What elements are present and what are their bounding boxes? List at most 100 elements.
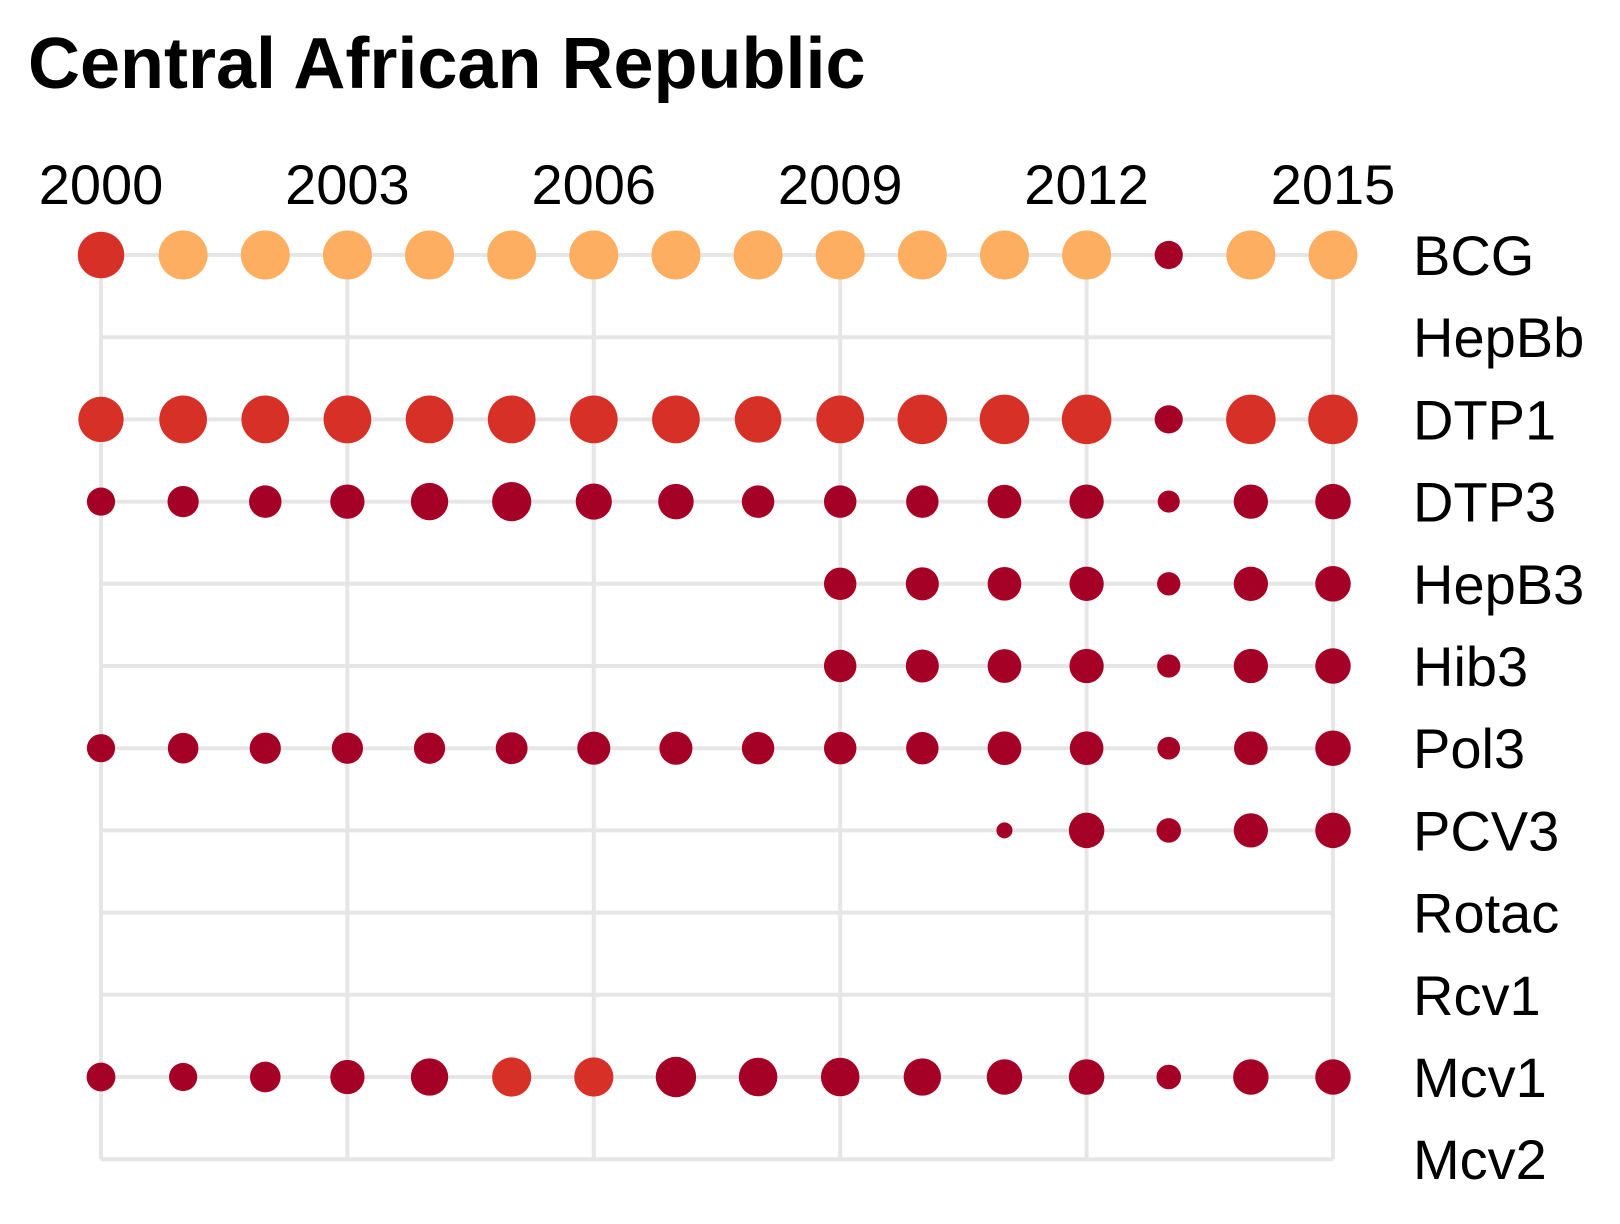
- point-dtp1-2004: [405, 395, 454, 444]
- point-pcv3-2014: [1233, 813, 1269, 848]
- point-pol3-2014: [1234, 731, 1268, 766]
- point-hepb3-2010: [905, 567, 939, 601]
- data-points: [77, 230, 1358, 1098]
- point-pol3-2015: [1315, 730, 1351, 766]
- point-bcg-2005: [487, 230, 537, 280]
- x-tick-label-2003: 2003: [285, 153, 410, 216]
- point-hib3-2013: [1157, 654, 1181, 678]
- point-hepb3-2012: [1069, 566, 1104, 601]
- point-dtp1-2015: [1308, 394, 1358, 445]
- point-dtp3-2007: [658, 483, 694, 520]
- point-mcv1-2015: [1315, 1059, 1351, 1095]
- point-dtp3-2008: [741, 485, 775, 518]
- y-tick-label-dtp3: DTP3: [1413, 471, 1556, 534]
- point-pol3-2010: [906, 731, 939, 765]
- point-dtp3-2006: [575, 483, 612, 520]
- point-hib3-2009: [823, 649, 857, 683]
- point-pcv3-2015: [1315, 812, 1351, 849]
- point-pol3-2000: [86, 734, 116, 763]
- y-tick-label-mcv2: Mcv2: [1413, 1128, 1547, 1191]
- point-dtp1-2005: [487, 395, 536, 444]
- point-hepb3-2014: [1233, 566, 1269, 601]
- point-bcg-2007: [651, 230, 701, 280]
- point-dtp1-2006: [569, 395, 618, 444]
- point-dtp1-2014: [1226, 394, 1276, 445]
- point-bcg-2014: [1226, 230, 1276, 280]
- point-bcg-2000: [77, 231, 125, 279]
- point-hepb3-2015: [1315, 566, 1351, 602]
- point-dtp3-2002: [249, 485, 282, 518]
- y-tick-label-hepbb: HepBb: [1413, 306, 1584, 369]
- point-hib3-2012: [1069, 648, 1104, 684]
- point-pol3-2013: [1157, 736, 1181, 760]
- point-dtp3-2015: [1315, 483, 1351, 520]
- point-dtp1-2012: [1061, 394, 1112, 445]
- x-tick-label-2000: 2000: [39, 153, 164, 216]
- point-bcg-2012: [1062, 230, 1112, 280]
- point-dtp1-2011: [979, 394, 1030, 445]
- point-pol3-2006: [577, 731, 611, 765]
- point-bcg-2008: [733, 230, 783, 280]
- point-pol3-2003: [331, 732, 364, 764]
- point-mcv1-2008: [738, 1057, 778, 1097]
- point-dtp3-2004: [410, 482, 449, 521]
- y-tick-label-rcv1: Rcv1: [1413, 964, 1541, 1027]
- point-dtp1-2008: [734, 396, 782, 443]
- y-tick-label-rotac: Rotac: [1413, 882, 1559, 945]
- point-pol3-2012: [1069, 731, 1104, 766]
- point-bcg-2002: [240, 230, 290, 280]
- point-dtp3-2011: [987, 484, 1022, 519]
- point-mcv1-2001: [169, 1062, 198, 1092]
- point-hib3-2010: [905, 649, 939, 683]
- y-tick-label-bcg: BCG: [1413, 224, 1534, 287]
- point-bcg-2013: [1154, 240, 1183, 270]
- y-tick-label-hib3: Hib3: [1413, 635, 1528, 698]
- point-pol3-2007: [659, 731, 693, 765]
- y-tick-label-hepb3: HepB3: [1413, 553, 1584, 616]
- point-dtp1-2003: [323, 395, 372, 444]
- point-hib3-2015: [1315, 648, 1351, 684]
- point-hepb3-2009: [823, 567, 857, 601]
- point-bcg-2004: [405, 230, 455, 280]
- point-dtp1-2010: [897, 394, 948, 445]
- point-mcv1-2012: [1068, 1059, 1105, 1095]
- point-hepb3-2011: [987, 566, 1022, 601]
- point-dtp3-2005: [492, 482, 532, 522]
- point-pol3-2009: [823, 731, 857, 765]
- chart-title: Central African Republic: [28, 24, 866, 104]
- point-pol3-2004: [413, 732, 446, 764]
- point-bcg-2006: [569, 230, 619, 280]
- point-mcv1-2006: [574, 1057, 614, 1097]
- point-dtp1-2000: [78, 396, 124, 443]
- point-mcv1-2007: [655, 1056, 697, 1098]
- point-pcv3-2012: [1068, 812, 1105, 849]
- point-mcv1-2009: [820, 1057, 860, 1097]
- point-dtp3-2003: [330, 484, 365, 519]
- x-tick-label-2012: 2012: [1024, 153, 1149, 216]
- point-mcv1-2003: [330, 1059, 365, 1095]
- point-mcv1-2011: [986, 1059, 1023, 1095]
- point-pol3-2011: [987, 731, 1022, 766]
- point-dtp3-2013: [1157, 490, 1180, 513]
- point-pol3-2005: [495, 732, 528, 765]
- point-bcg-2011: [979, 230, 1029, 280]
- point-dtp1-2009: [816, 395, 865, 444]
- x-tick-label-2009: 2009: [778, 153, 903, 216]
- point-dtp1-2002: [241, 395, 290, 444]
- point-mcv1-2013: [1156, 1064, 1182, 1090]
- point-dtp3-2010: [906, 485, 939, 518]
- y-tick-label-mcv1: Mcv1: [1413, 1046, 1547, 1109]
- point-mcv1-2014: [1233, 1059, 1269, 1095]
- point-hib3-2011: [987, 649, 1022, 683]
- y-tick-label-pcv3: PCV3: [1413, 799, 1559, 862]
- point-mcv1-2000: [86, 1062, 116, 1092]
- point-bcg-2003: [322, 230, 372, 280]
- point-hib3-2014: [1233, 648, 1269, 684]
- point-pol3-2002: [249, 732, 281, 764]
- point-mcv1-2010: [903, 1058, 942, 1096]
- point-hepb3-2013: [1157, 572, 1181, 596]
- y-tick-label-pol3: Pol3: [1413, 717, 1525, 780]
- point-dtp3-2014: [1233, 484, 1269, 519]
- point-bcg-2015: [1308, 230, 1358, 280]
